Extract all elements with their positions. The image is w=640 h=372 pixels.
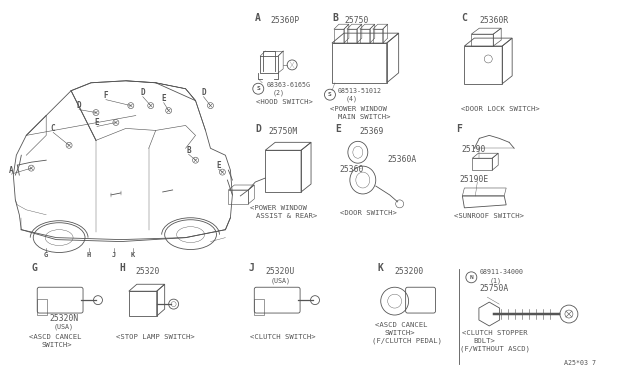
Text: <HOOD SWITCH>: <HOOD SWITCH>: [256, 99, 313, 105]
Text: G: G: [31, 263, 37, 273]
Text: (USA): (USA): [53, 324, 73, 330]
Text: D: D: [140, 88, 145, 97]
Text: <ASCD CANCEL: <ASCD CANCEL: [375, 322, 428, 328]
Text: <SUNROOF SWITCH>: <SUNROOF SWITCH>: [454, 213, 524, 219]
Text: 08363-6165G: 08363-6165G: [266, 82, 310, 88]
Text: (F/WITHOUT ASCD): (F/WITHOUT ASCD): [460, 346, 531, 352]
Text: <DOOR SWITCH>: <DOOR SWITCH>: [340, 210, 397, 216]
Text: 25190: 25190: [461, 145, 486, 154]
Text: 08911-34000: 08911-34000: [479, 269, 524, 275]
Text: (USA): (USA): [270, 277, 290, 284]
Text: 25369: 25369: [360, 127, 384, 137]
Text: BOLT>: BOLT>: [474, 338, 495, 344]
Text: 25360P: 25360P: [270, 16, 300, 25]
Text: K: K: [131, 251, 135, 257]
Text: <DOOR LOCK SWITCH>: <DOOR LOCK SWITCH>: [461, 106, 540, 112]
Text: J: J: [112, 251, 116, 257]
Text: SWITCH>: SWITCH>: [41, 342, 72, 348]
Text: D: D: [255, 124, 261, 134]
Text: 25190E: 25190E: [460, 175, 489, 184]
Text: 25750M: 25750M: [268, 127, 298, 137]
Text: B: B: [186, 146, 191, 155]
Text: 25320: 25320: [136, 267, 160, 276]
Text: (2): (2): [272, 90, 284, 96]
Text: 25750A: 25750A: [479, 284, 509, 293]
Text: MAIN SWITCH>: MAIN SWITCH>: [338, 113, 390, 119]
Text: (4): (4): [346, 96, 358, 102]
Text: B: B: [332, 13, 338, 23]
Text: A25*03 7: A25*03 7: [564, 360, 596, 366]
Text: N: N: [470, 275, 473, 280]
Text: E: E: [216, 161, 221, 170]
Text: D: D: [77, 101, 81, 110]
Text: 25320N: 25320N: [49, 314, 79, 323]
Text: 25360: 25360: [340, 165, 364, 174]
Text: S: S: [328, 92, 332, 97]
Text: C: C: [51, 124, 56, 133]
Text: <CLUTCH SWITCH>: <CLUTCH SWITCH>: [250, 334, 316, 340]
Text: 25750: 25750: [345, 16, 369, 25]
Text: C: C: [461, 13, 467, 23]
Text: 25320U: 25320U: [265, 267, 294, 276]
Text: K: K: [378, 263, 383, 273]
Text: SWITCH>: SWITCH>: [385, 330, 415, 336]
Text: <STOP LAMP SWITCH>: <STOP LAMP SWITCH>: [116, 334, 195, 340]
Text: E: E: [335, 124, 341, 134]
Text: G: G: [44, 251, 48, 257]
Text: S: S: [257, 86, 260, 91]
Text: 253200: 253200: [395, 267, 424, 276]
Text: <POWER WINDOW: <POWER WINDOW: [330, 106, 387, 112]
Text: (F/CLUTCH PEDAL): (F/CLUTCH PEDAL): [372, 338, 442, 344]
Text: F: F: [456, 124, 462, 134]
Text: E: E: [161, 94, 166, 103]
Text: H: H: [119, 263, 125, 273]
Text: 08513-51012: 08513-51012: [338, 88, 382, 94]
Text: A: A: [9, 166, 13, 174]
Text: F: F: [104, 91, 108, 100]
Text: E: E: [95, 118, 99, 127]
Text: <ASCD CANCEL: <ASCD CANCEL: [29, 334, 82, 340]
Text: J: J: [248, 263, 254, 273]
Text: 25360A: 25360A: [388, 155, 417, 164]
Text: (1): (1): [489, 277, 501, 284]
Text: 25360R: 25360R: [479, 16, 509, 25]
Text: <POWER WINDOW: <POWER WINDOW: [250, 205, 307, 211]
Text: D: D: [201, 88, 206, 97]
Text: A: A: [255, 13, 261, 23]
Text: ASSIST & REAR>: ASSIST & REAR>: [256, 213, 317, 219]
Text: <CLUTCH STOPPER: <CLUTCH STOPPER: [462, 330, 528, 336]
Text: H: H: [87, 251, 91, 257]
